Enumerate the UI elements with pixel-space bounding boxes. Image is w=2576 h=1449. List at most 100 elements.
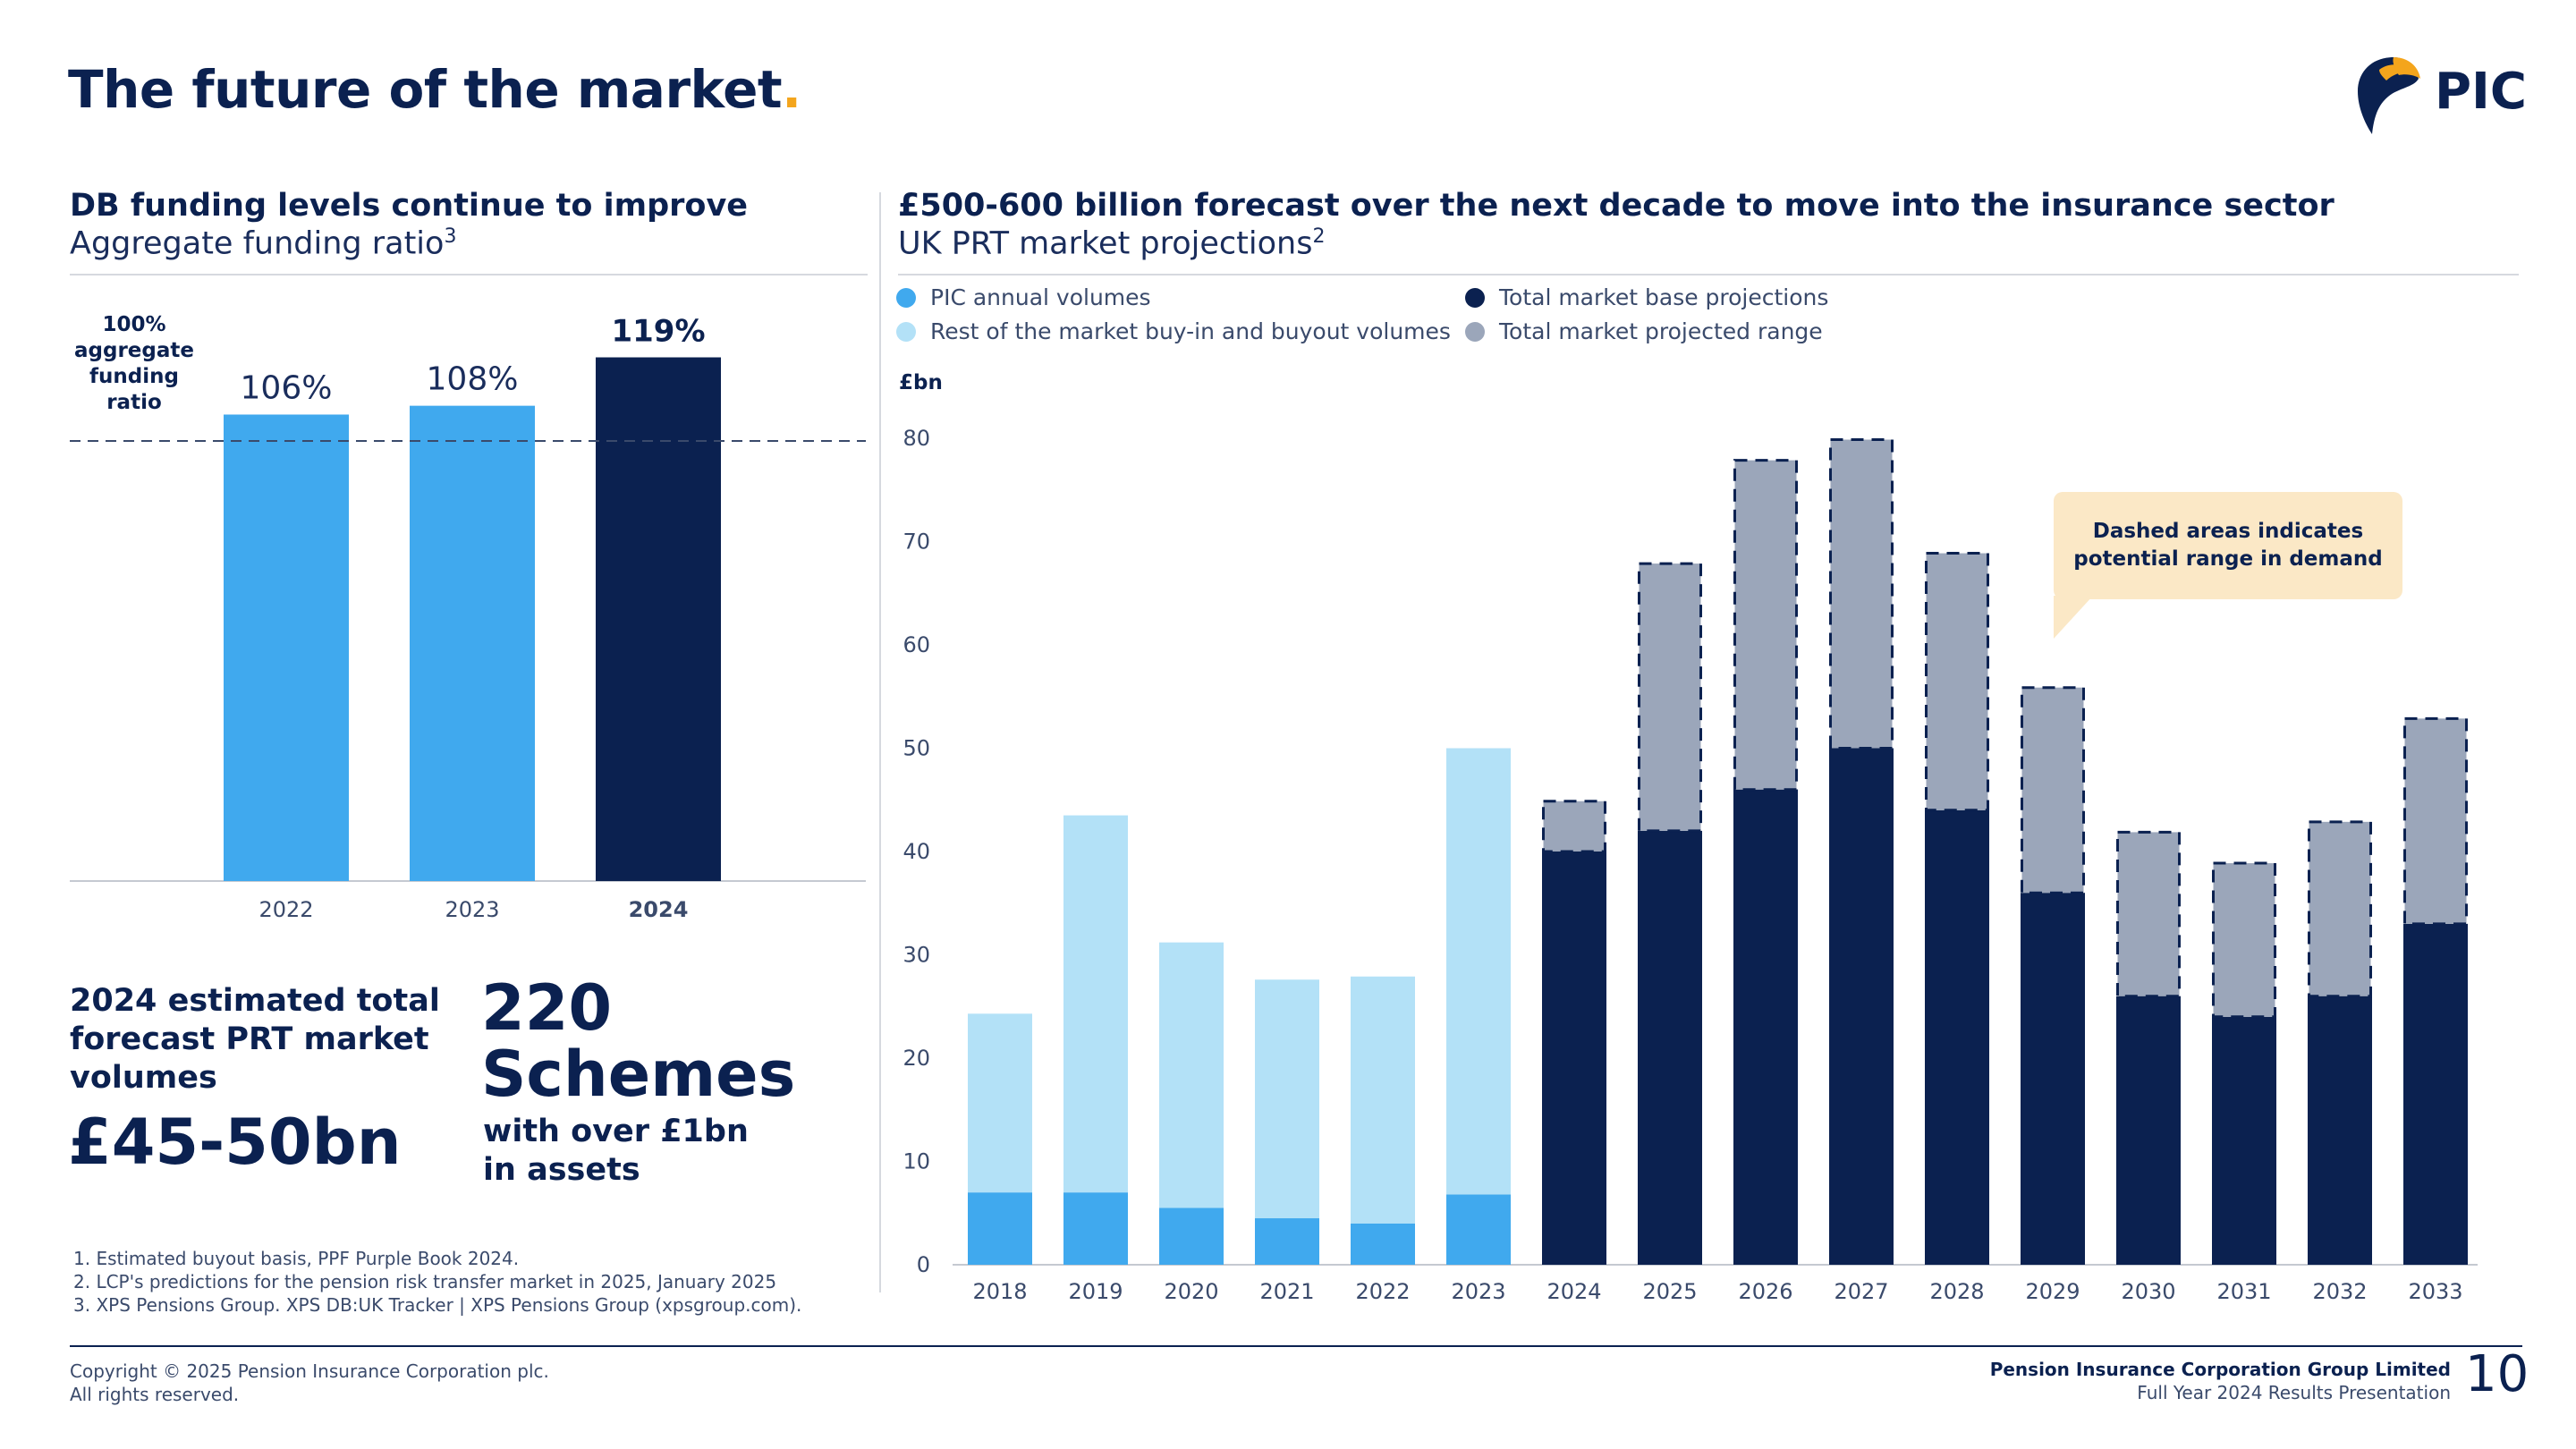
footnote: 3. XPS Pensions Group. XPS DB:UK Tracker… [73, 1294, 802, 1316]
y-axis-label: £bn [899, 371, 943, 394]
reference-label: aggregate [74, 339, 194, 362]
base-projection-bar [1542, 852, 1606, 1265]
projected-range-bar [1542, 800, 1606, 853]
legend-swatch-pic [896, 287, 916, 308]
base-projection-bar [2021, 893, 2085, 1265]
left-heading: DB funding levels continue to improve [70, 188, 749, 224]
legend-swatch-range [1465, 321, 1485, 342]
schemes-value: 220 Schemes [481, 971, 796, 1111]
x-tick-label: 2019 [1068, 1279, 1123, 1304]
pic-volume-bar [968, 1192, 1032, 1265]
right-heading-rule [898, 274, 2519, 275]
footnote: 1. Estimated buyout basis, PPF Purple Bo… [73, 1248, 520, 1269]
reference-label: 100% [102, 313, 165, 336]
rest-of-market-bar [968, 1013, 1032, 1193]
callout-pointer [2054, 596, 2093, 639]
base-projection-bar [1733, 789, 1798, 1265]
legend-item-pic: PIC annual volumes [896, 284, 1151, 310]
footer-company: Pension Insurance Corporation Group Limi… [1989, 1359, 2451, 1403]
footnotes: 1. Estimated buyout basis, PPF Purple Bo… [73, 1247, 801, 1317]
footnote: 2. LCP's predictions for the pension ris… [73, 1271, 777, 1292]
x-tick-label: 2024 [1546, 1279, 1601, 1304]
funding-bar [596, 357, 721, 881]
funding-bar [410, 405, 535, 881]
range-callout: Dashed areas indicates potential range i… [2054, 492, 2402, 599]
legend-item-range: Total market projected range [1465, 318, 1823, 344]
y-tick-label: 70 [902, 530, 930, 555]
y-tick-label: 60 [902, 632, 930, 657]
base-projection-bar [1829, 748, 1894, 1265]
pic-volume-bar [1446, 1194, 1511, 1265]
left-heading-rule [70, 274, 868, 275]
bar-value-label: 106% [241, 369, 333, 406]
rest-of-market-bar [1159, 942, 1224, 1208]
y-tick-label: 20 [902, 1046, 930, 1071]
schemes-label: with over £1bn in assets [483, 1114, 749, 1188]
rest-of-market-bar [1351, 976, 1415, 1224]
projected-range-bar [2116, 830, 2181, 998]
bar-value-label: 108% [427, 361, 519, 398]
rest-of-market-bar [1446, 748, 1511, 1195]
page-number: 10 [2465, 1345, 2529, 1403]
pic-volume-bar [1159, 1208, 1224, 1265]
y-tick-label: 30 [902, 943, 930, 968]
x-tick-label: 2029 [2025, 1279, 2080, 1304]
projected-range-bar [2021, 686, 2085, 894]
funding-ratio-chart: 106% 2022 108% 2023 119% 2024 100% aggregate fun… [70, 313, 866, 922]
x-tick-label: 2025 [1642, 1279, 1697, 1304]
y-tick-label: 80 [902, 426, 930, 451]
projected-range-bar [2308, 820, 2372, 998]
x-tick-label: 2022 [1355, 1279, 1410, 1304]
base-projection-bar [2212, 1016, 2276, 1265]
right-heading: £500-600 billion forecast over the next … [898, 188, 2334, 224]
x-tick-label: 2032 [2312, 1279, 2367, 1304]
projected-range-bar [1638, 562, 1702, 833]
x-tick-label: 2033 [2408, 1279, 2462, 1304]
funding-bar [224, 414, 349, 881]
x-tick-label: 2023 [445, 897, 499, 922]
footer-copyright: Copyright © 2025 Pension Insurance Corpo… [70, 1360, 549, 1405]
x-tick-label: 2018 [972, 1279, 1027, 1304]
x-tick-label: 2023 [1451, 1279, 1505, 1304]
legend-swatch-rest [896, 321, 916, 342]
base-projection-bar [1638, 830, 1702, 1265]
x-tick-label: 2031 [2216, 1279, 2271, 1304]
title-accent-dot: . [782, 59, 801, 120]
y-tick-label: 0 [917, 1252, 930, 1277]
base-projection-bar [2403, 923, 2468, 1265]
x-tick-label: 2022 [258, 897, 313, 922]
x-tick-label: 2026 [1738, 1279, 1792, 1304]
projected-range-bar [1733, 459, 1798, 792]
pic-volume-bar [1255, 1218, 1319, 1265]
legend-swatch-base [1465, 287, 1485, 308]
pic-volume-bar [1351, 1223, 1415, 1265]
forecast-stat-value: £45-50bn [68, 1106, 402, 1179]
base-projection-bar [2116, 996, 2181, 1265]
x-tick-label: 2030 [2121, 1279, 2175, 1304]
pic-logo-icon [2358, 57, 2420, 134]
y-tick-label: 40 [902, 839, 930, 864]
x-tick-label: 2020 [1164, 1279, 1218, 1304]
projected-range-bar [1925, 552, 1989, 812]
panel-divider [879, 192, 881, 1292]
forecast-stat-label: 2024 estimated total forecast PRT market… [70, 983, 440, 1096]
right-subheading: UK PRT market projections2 [898, 225, 1326, 262]
projected-range-bar [1829, 438, 1894, 750]
rest-of-market-bar [1255, 979, 1319, 1219]
base-projection-bar [2308, 996, 2372, 1265]
y-tick-label: 50 [902, 736, 930, 761]
left-subheading: Aggregate funding ratio3 [70, 225, 457, 262]
footer-rule [70, 1345, 2522, 1347]
x-tick-label: 2021 [1259, 1279, 1314, 1304]
projected-range-bar [2212, 861, 2276, 1019]
projected-range-bar [2403, 716, 2468, 926]
legend-item-rest: Rest of the market buy-in and buyout vol… [896, 318, 1451, 344]
brand-name: PIC [2435, 63, 2527, 121]
base-projection-bar [1925, 809, 1989, 1265]
x-tick-label: 2028 [1929, 1279, 1984, 1304]
reference-label: ratio [106, 391, 162, 414]
bar-value-label: 119% [611, 314, 705, 350]
reference-label: funding [89, 365, 179, 388]
y-tick-label: 10 [902, 1149, 930, 1174]
